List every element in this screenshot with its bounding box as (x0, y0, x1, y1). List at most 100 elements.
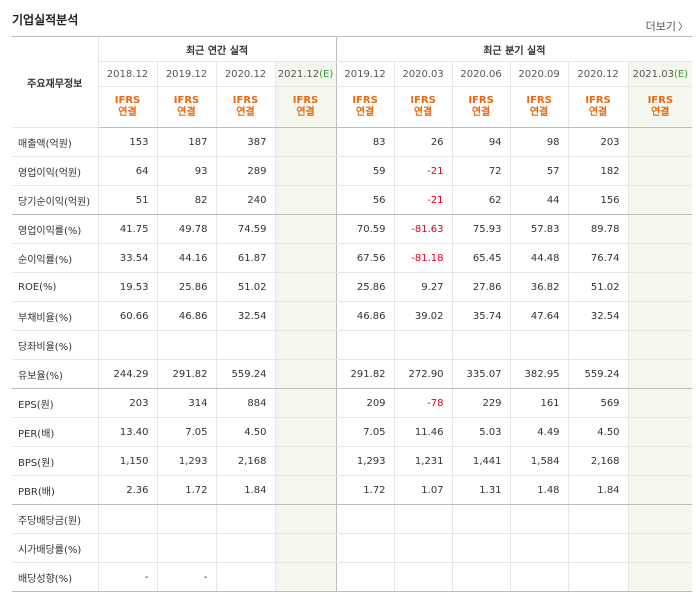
row-label: 순이익률(%) (12, 243, 98, 273)
period-annual-2: 2020.12 (215, 61, 275, 87)
cell-value: 93 (156, 156, 216, 186)
cell-value (509, 533, 569, 563)
row-label: 영업이익률(%) (12, 214, 98, 244)
more-label: 더보기 (645, 20, 676, 33)
cell-value: 47.64 (509, 301, 569, 331)
cell-value: 11.46 (393, 417, 453, 447)
ifrs-quarter-1: IFRS 연결 (393, 86, 453, 128)
cell-value (567, 330, 629, 360)
more-link[interactable]: 더보기 〉 (646, 18, 688, 34)
cell-value: - (97, 562, 157, 592)
cell-value: 335.07 (451, 359, 511, 389)
cell-value: 32.54 (215, 301, 275, 331)
cell-value: 156 (567, 185, 629, 215)
ifrs-badge: IFRS 연결 (468, 95, 494, 118)
cell-value (627, 446, 693, 476)
cell-value: 2,168 (215, 446, 275, 476)
table-row: EPS(원) 203 314 884 209 -78 229 161 569 (12, 388, 693, 418)
row-header-label: 주요재무정보 (12, 36, 98, 128)
ifrs-badge: IFRS 연결 (292, 95, 319, 118)
cell-value: 244.29 (97, 359, 157, 389)
table-row: 영업이익률(%) 41.75 49.78 74.59 70.59 -81.63 75.93 5… (12, 214, 693, 244)
period-quarter-5: 2021.03(E) (627, 61, 693, 87)
cell-value: 569 (567, 388, 629, 418)
cell-value: -21 (393, 156, 453, 186)
row-label: 당기순이익(억원) (12, 185, 98, 215)
cell-value (627, 359, 693, 389)
cell-value: 82 (156, 185, 216, 215)
cell-value: 4.49 (509, 417, 569, 447)
cell-value (274, 185, 337, 215)
period-label: 2019.12 (344, 68, 386, 80)
cell-value: 1.84 (215, 475, 275, 505)
row-label: 유보율(%) (12, 359, 98, 389)
cell-value: 44.16 (156, 243, 216, 273)
cell-value (274, 359, 337, 389)
cell-value: 27.86 (451, 272, 511, 302)
cell-value: 387 (215, 127, 275, 157)
cell-value: 559.24 (215, 359, 275, 389)
cell-value: 76.74 (567, 243, 629, 273)
cell-value: 98 (509, 127, 569, 157)
cell-value: 83 (335, 127, 395, 157)
cell-value (274, 214, 337, 244)
table-row: 부채비율(%) 60.66 46.86 32.54 46.86 39.02 35.74 47.… (12, 301, 693, 331)
cell-value (393, 330, 453, 360)
period-label: 2019.12 (165, 68, 208, 80)
cell-value (335, 533, 395, 563)
cell-value: 39.02 (393, 301, 453, 331)
cell-value: 67.56 (335, 243, 395, 273)
cell-value (335, 562, 395, 592)
cell-value (274, 504, 337, 534)
cell-value: 382.95 (509, 359, 569, 389)
cell-value: 44 (509, 185, 569, 215)
period-label: 2020.12 (577, 68, 619, 80)
cell-value (274, 446, 337, 476)
period-quarter-2: 2020.06 (451, 61, 511, 87)
cell-value: 94 (451, 127, 511, 157)
estimate-mark: (E) (319, 68, 334, 80)
cell-value: 4.50 (215, 417, 275, 447)
cell-value: 51.02 (215, 272, 275, 302)
cell-value (451, 533, 511, 563)
cell-value (393, 533, 453, 563)
cell-value: -81.63 (393, 214, 453, 244)
cell-value: 240 (215, 185, 275, 215)
cell-value: 32.54 (567, 301, 629, 331)
cell-value (627, 417, 693, 447)
ifrs-badge: IFRS 연결 (352, 95, 378, 118)
cell-value (335, 330, 395, 360)
cell-value: 64 (97, 156, 157, 186)
cell-value: 161 (509, 388, 569, 418)
period-quarter-4: 2020.12 (567, 61, 629, 87)
cell-value: 203 (97, 388, 157, 418)
ifrs-annual-3: IFRS 연결 (274, 86, 337, 128)
cell-value (627, 272, 693, 302)
cell-value (627, 301, 693, 331)
cell-value (509, 330, 569, 360)
cell-value: 291.82 (156, 359, 216, 389)
cell-value: 229 (451, 388, 511, 418)
cell-value (274, 243, 337, 273)
ifrs-quarter-2: IFRS 연결 (451, 86, 511, 128)
cell-value (274, 330, 337, 360)
ifrs-badge: IFRS 연결 (585, 95, 611, 118)
table-row: 시가배당률(%) (12, 533, 693, 563)
chevron-right-icon: 〉 (678, 22, 688, 33)
cell-value: 203 (567, 127, 629, 157)
period-annual-0: 2018.12 (97, 61, 157, 87)
cell-value: 35.74 (451, 301, 511, 331)
cell-value (509, 562, 569, 592)
cell-value: 1,584 (509, 446, 569, 476)
cell-value: 46.86 (335, 301, 395, 331)
row-label: 주당배당금(원) (12, 504, 98, 534)
ifrs-row: IFRS 연결 IFRS 연결 IFRS 연결 IFRS 연결 IFRS 연결 IFRS 연결 IFRS… (12, 86, 693, 128)
cell-value: -21 (393, 185, 453, 215)
period-annual-3: 2021.12(E) (274, 61, 337, 87)
period-quarter-0: 2019.12 (335, 61, 395, 87)
ifrs-annual-2: IFRS 연결 (215, 86, 275, 128)
cell-value: 51 (97, 185, 157, 215)
cell-value: 291.82 (335, 359, 395, 389)
cell-value: 49.78 (156, 214, 216, 244)
ifrs-badge: IFRS 연결 (114, 95, 141, 118)
